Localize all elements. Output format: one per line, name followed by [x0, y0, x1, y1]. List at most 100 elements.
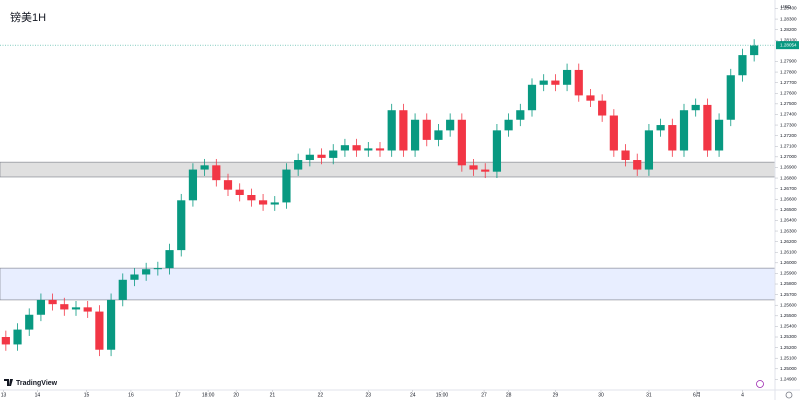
- currency-label: USD: [781, 4, 791, 9]
- candle-body: [1, 337, 10, 345]
- y-tick-label: 1.26300: [780, 228, 797, 233]
- brand-logo: TradingView: [4, 379, 58, 387]
- y-tick-label: 1.25400: [780, 324, 797, 329]
- y-tick-label: 1.25500: [780, 313, 797, 318]
- candle-body: [270, 202, 279, 205]
- y-tick-label: 1.28200: [780, 27, 797, 32]
- x-tick-label: 29: [553, 392, 559, 398]
- candle-body: [668, 125, 677, 151]
- candle-body: [48, 299, 57, 305]
- candle-body: [95, 311, 104, 350]
- y-tick-label: 1.28100: [780, 37, 797, 42]
- candle-body: [13, 329, 22, 345]
- candle-body: [130, 274, 139, 280]
- candle-body: [282, 169, 291, 203]
- candle-body: [586, 95, 595, 101]
- y-tick-label: 1.25900: [780, 271, 797, 276]
- candle-body: [422, 119, 431, 140]
- candle-body: [329, 150, 338, 158]
- y-tick-label: 1.26700: [780, 186, 797, 191]
- y-tick-label: 1.27300: [780, 122, 797, 127]
- candle-body: [305, 154, 314, 161]
- y-tick-label: 1.27800: [780, 69, 797, 74]
- y-tick-label: 1.28300: [780, 16, 797, 21]
- candle-body: [516, 110, 525, 120]
- candle-body: [621, 150, 630, 161]
- x-tick-label: 23: [366, 392, 372, 398]
- x-tick-label: 15: [84, 392, 90, 398]
- y-tick-label: 1.27000: [780, 154, 797, 159]
- candle-body: [177, 200, 186, 251]
- y-tick-label: 1.27200: [780, 133, 797, 138]
- candle-body: [598, 100, 607, 116]
- y-tick-label: 1.26900: [780, 165, 797, 170]
- candle-body: [703, 104, 712, 151]
- candle-body: [434, 130, 443, 140]
- zone: [0, 161, 776, 178]
- logo-mark: [4, 379, 13, 386]
- candle-body: [188, 169, 198, 201]
- candle-body: [340, 145, 350, 151]
- candle-body: [714, 119, 724, 151]
- last-price-tag: [776, 41, 799, 50]
- candle-body: [106, 299, 116, 350]
- y-tick-label: 1.27100: [780, 143, 797, 148]
- x-tick-label: 28: [506, 392, 512, 398]
- candle-body: [36, 299, 46, 315]
- candle-body: [317, 154, 326, 158]
- event-icon[interactable]: [756, 380, 764, 388]
- candle-body: [212, 165, 221, 181]
- x-tick-label: 4: [741, 392, 744, 398]
- time-axis: 13 14 15 16 17 18:00 20 21 22 23 24 15:00 27 28 29 30 31…: [1, 390, 744, 398]
- chart-title: 镑美1H: [10, 10, 46, 24]
- candle-body: [504, 119, 513, 131]
- candle-body: [165, 250, 174, 269]
- candle-body: [258, 200, 268, 205]
- candle-body: [551, 80, 560, 85]
- candle-body: [71, 307, 81, 310]
- x-tick-label: 17: [175, 392, 181, 398]
- y-tick-label: 1.25300: [780, 334, 797, 339]
- x-tick-label: 15:00: [436, 392, 449, 398]
- x-tick-label: 30: [598, 392, 604, 398]
- y-tick-label: 1.25700: [780, 292, 797, 297]
- candle-body: [656, 125, 665, 131]
- candle-body: [83, 307, 92, 312]
- y-tick-label: 1.27400: [780, 112, 797, 117]
- y-tick-label: 1.27600: [780, 90, 797, 95]
- x-tick-label: 21: [270, 392, 276, 398]
- y-tick-label: 1.26800: [780, 175, 797, 180]
- candle-body: [153, 268, 162, 270]
- x-tick-label: 24: [410, 392, 416, 398]
- candle-body: [679, 110, 689, 151]
- y-tick-label: 1.25600: [780, 302, 797, 307]
- x-tick-label: 27: [481, 392, 487, 398]
- candle-body: [294, 160, 303, 170]
- y-tick-label: 1.26600: [780, 196, 797, 201]
- brand-name: TradingView: [16, 380, 58, 387]
- y-tick-label: 1.24900: [780, 377, 797, 382]
- y-tick-label: 1.25200: [780, 345, 797, 350]
- zone: [0, 267, 776, 301]
- candle-body: [691, 104, 700, 111]
- candle-body: [352, 145, 361, 151]
- candle-body: [562, 69, 572, 85]
- candle-body: [633, 160, 642, 170]
- settings-icon[interactable]: [785, 391, 793, 399]
- x-tick-label: 20: [233, 392, 239, 398]
- y-tick-label: 1.25800: [780, 281, 797, 286]
- x-tick-label: 13: [1, 392, 7, 398]
- candle-body: [492, 130, 502, 172]
- y-tick-label: 1.26000: [780, 260, 797, 265]
- candle-body: [446, 119, 455, 131]
- x-tick-label: 22: [318, 392, 324, 398]
- y-tick-label: 1.27500: [780, 101, 797, 106]
- candle-body: [410, 119, 420, 151]
- y-tick-label: 1.26100: [780, 249, 797, 254]
- candle-body: [247, 195, 256, 201]
- candle-body: [481, 169, 490, 172]
- candle-body: [223, 180, 233, 190]
- candle-body: [387, 110, 396, 151]
- candle-body: [457, 119, 466, 166]
